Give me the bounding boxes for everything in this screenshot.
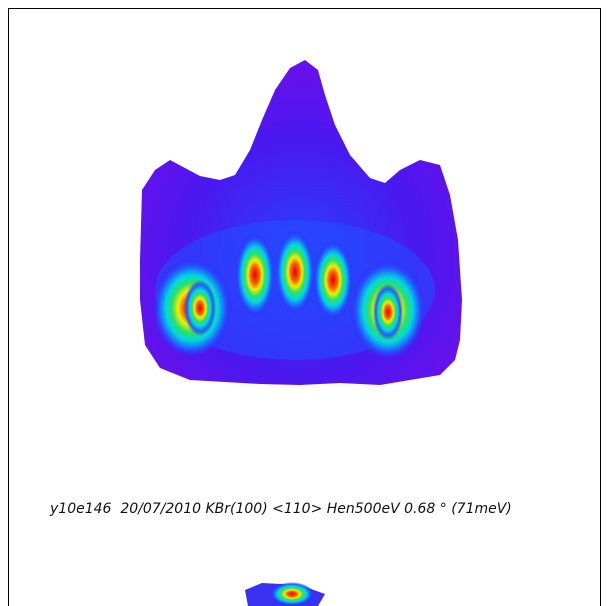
scatter-image bbox=[140, 60, 462, 385]
caption: y10e146 20/07/2010 KBr(100) <110> Hen500… bbox=[49, 501, 512, 517]
small-spot bbox=[245, 582, 325, 606]
frame bbox=[8, 8, 601, 606]
